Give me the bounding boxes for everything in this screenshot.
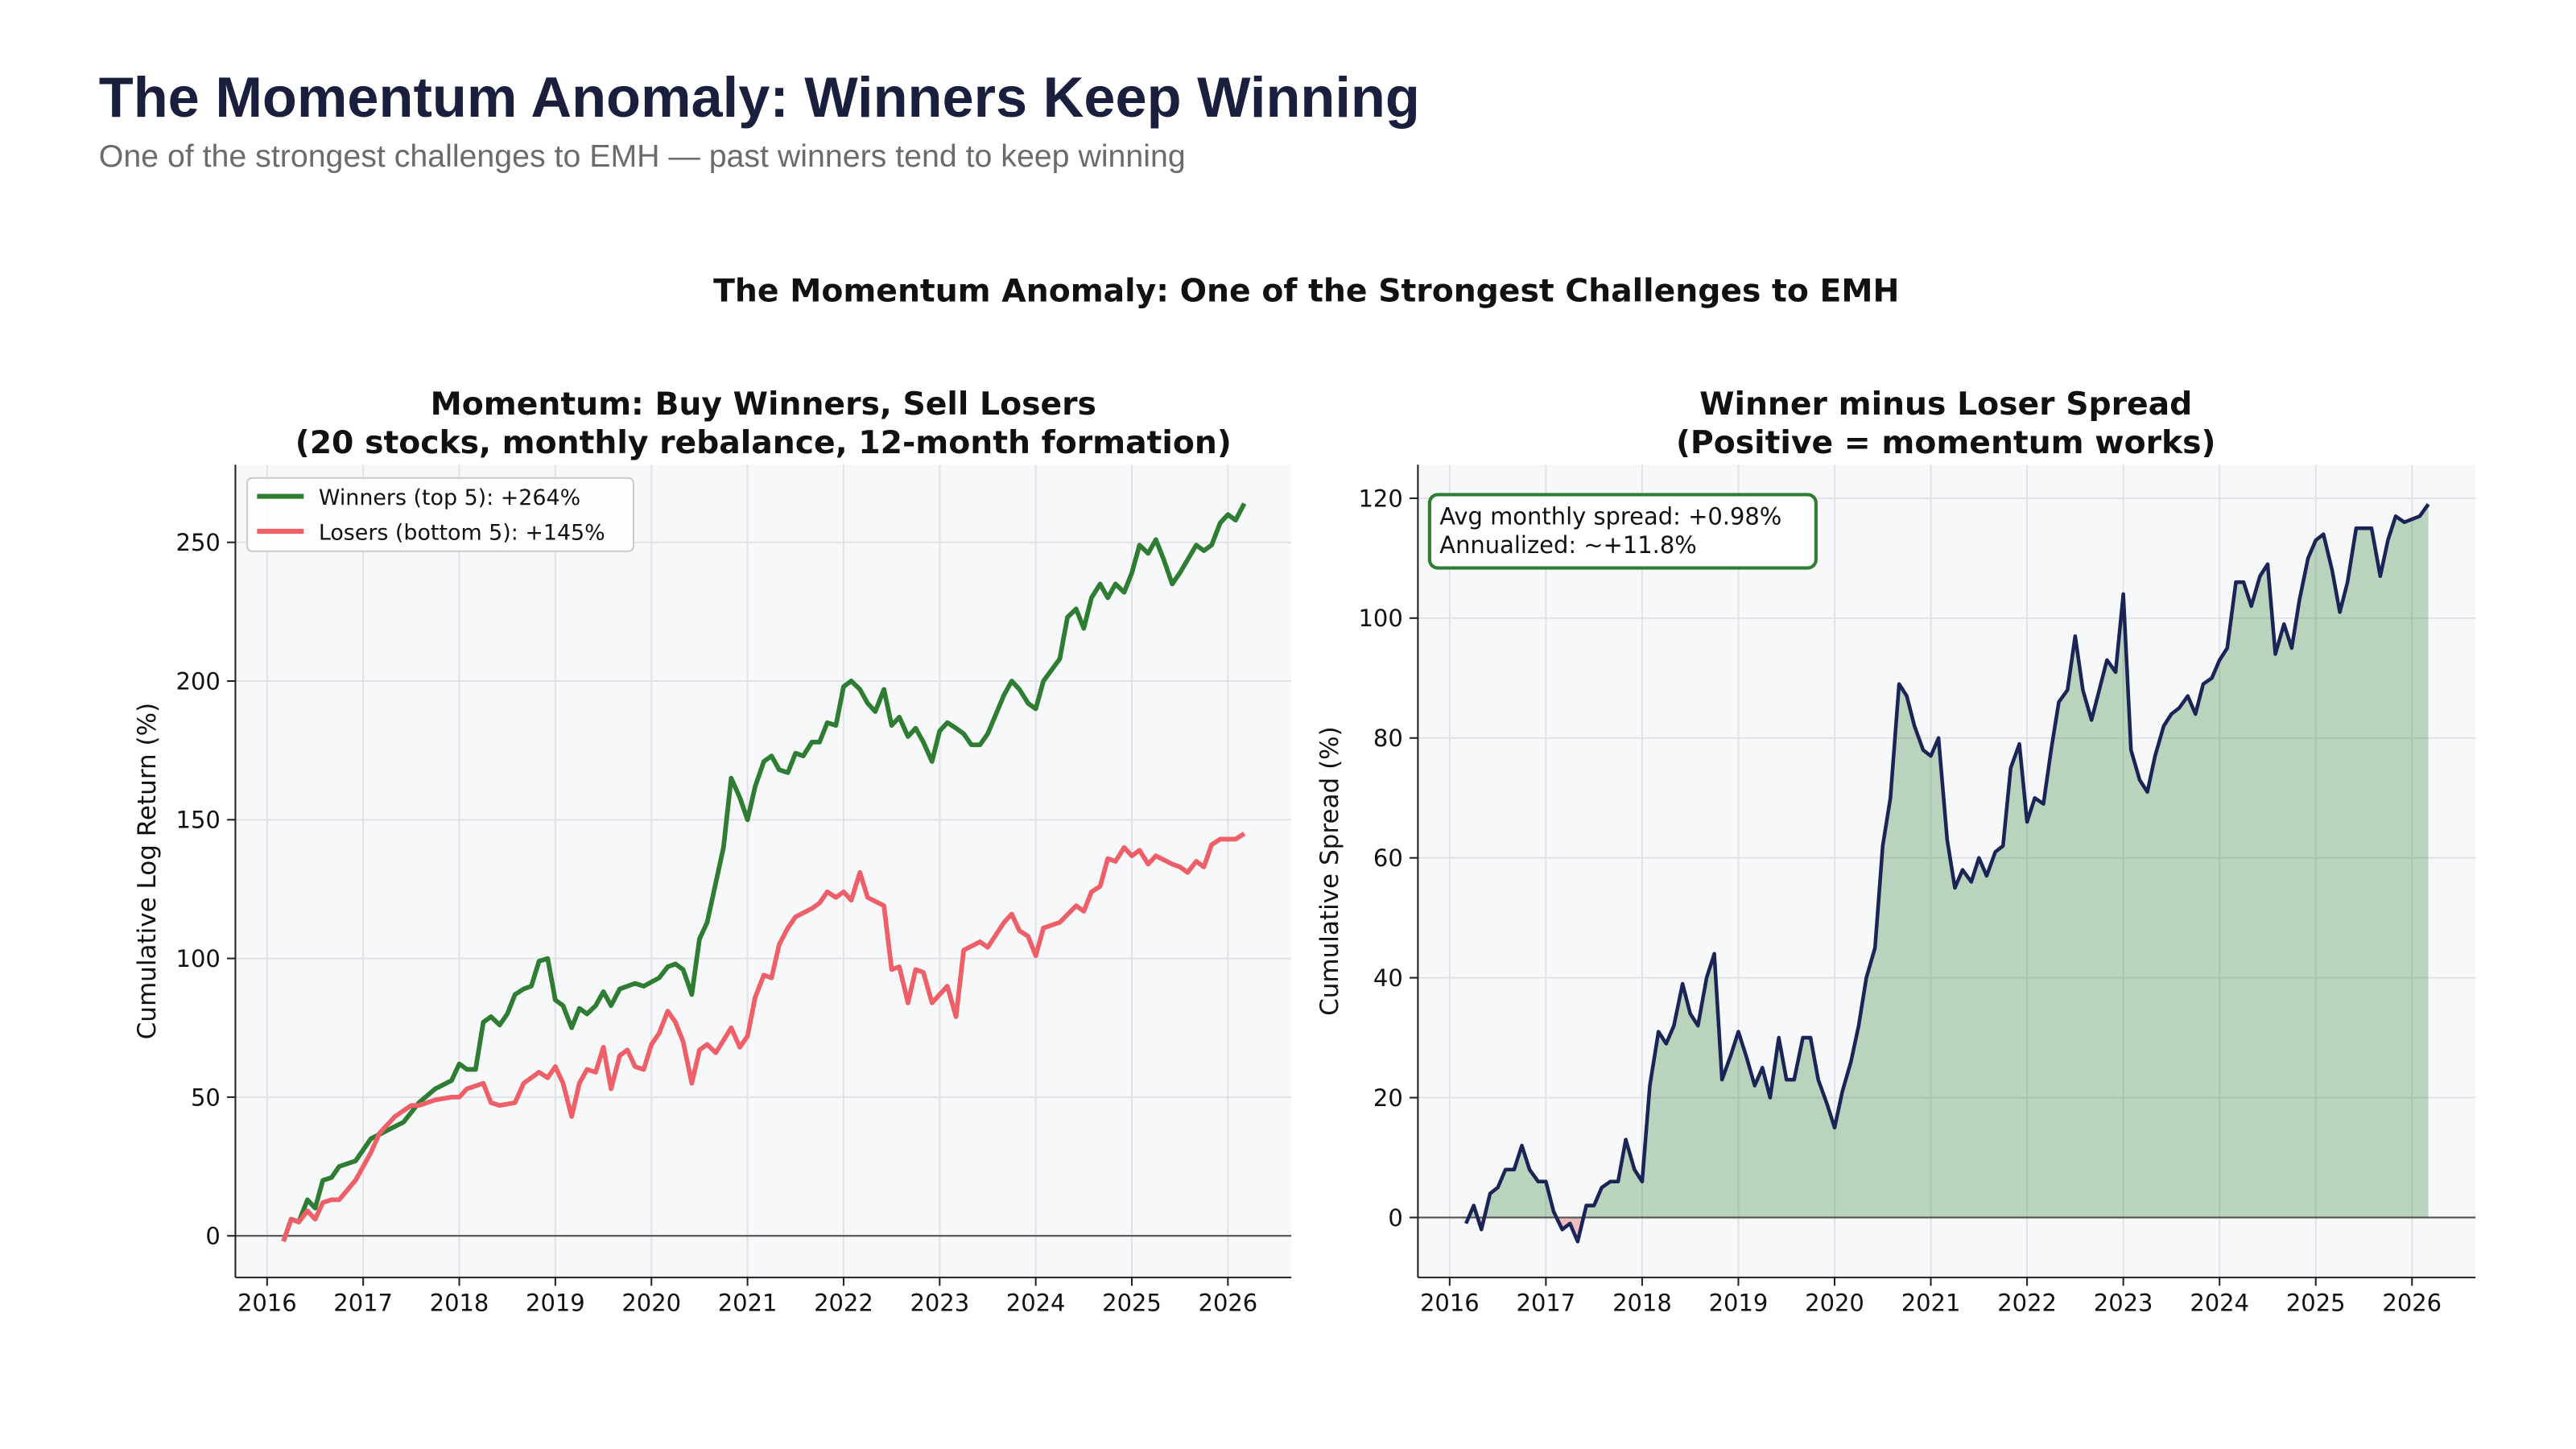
x-tick-label: 2019 xyxy=(1709,1289,1769,1316)
page-title: The Momentum Anomaly: Winners Keep Winni… xyxy=(99,65,1420,129)
y-tick-label: 0 xyxy=(1388,1204,1402,1232)
data-line xyxy=(281,502,1247,1243)
figure-title: The Momentum Anomaly: One of the Stronge… xyxy=(713,273,1899,309)
y-tick-label: 0 xyxy=(205,1223,220,1250)
data-line xyxy=(1464,503,2430,1244)
chart-title: Momentum: Buy Winners, Sell Losers xyxy=(431,386,1096,423)
y-tick-label: 60 xyxy=(1373,844,1403,872)
x-tick-label: 2020 xyxy=(1805,1289,1864,1316)
x-tick-label: 2016 xyxy=(237,1289,297,1316)
x-tick-label: 2022 xyxy=(814,1289,873,1316)
x-tick-label: 2024 xyxy=(2190,1289,2249,1316)
x-tick-label: 2017 xyxy=(333,1289,393,1316)
x-tick-label: 2026 xyxy=(1199,1289,1258,1316)
x-tick-label: 2021 xyxy=(1901,1289,1961,1316)
x-tick-label: 2016 xyxy=(1420,1289,1480,1316)
x-tick-label: 2025 xyxy=(1102,1289,1162,1316)
annotation-box xyxy=(1427,493,1818,570)
y-tick-label: 50 xyxy=(191,1084,221,1111)
y-axis-label: Cumulative Spread (%) xyxy=(1315,726,1344,1016)
legend-label: Winners (top 5): +264% xyxy=(319,485,580,510)
y-axis-label: Cumulative Log Return (%) xyxy=(133,703,162,1040)
x-tick-label: 2024 xyxy=(1006,1289,1066,1316)
area-positive xyxy=(1468,504,2429,1218)
page-subtitle: One of the strongest challenges to EMH —… xyxy=(99,138,1186,174)
y-tick-label: 200 xyxy=(176,667,221,695)
x-tick-label: 2018 xyxy=(430,1289,489,1316)
x-tick-label: 2022 xyxy=(1997,1289,2057,1316)
x-tick-label: 2020 xyxy=(621,1289,681,1316)
x-tick-label: 2023 xyxy=(910,1289,969,1316)
x-tick-label: 2021 xyxy=(718,1289,778,1316)
annotation-text: Annualized: ~+11.8% xyxy=(1439,531,1697,559)
y-tick-label: 250 xyxy=(176,529,221,556)
x-tick-label: 2023 xyxy=(2094,1289,2153,1316)
y-tick-label: 120 xyxy=(1358,485,1402,512)
y-tick-label: 100 xyxy=(176,945,221,972)
chart-title: (20 stocks, monthly rebalance, 12-month … xyxy=(295,425,1232,461)
x-tick-label: 2019 xyxy=(526,1289,585,1316)
chart-title: (Positive = momentum works) xyxy=(1676,425,2216,461)
data-line xyxy=(281,832,1246,1243)
y-tick-label: 20 xyxy=(1373,1084,1403,1112)
annotation-text: Avg monthly spread: +0.98% xyxy=(1439,503,1781,530)
chart: Winner minus Loser Spread(Positive = mom… xyxy=(1315,386,2476,1316)
y-tick-label: 150 xyxy=(176,807,221,834)
x-tick-label: 2017 xyxy=(1517,1289,1576,1316)
legend-label: Losers (bottom 5): +145% xyxy=(319,520,605,545)
chart: Momentum: Buy Winners, Sell Losers(20 st… xyxy=(133,386,1292,1316)
legend-box xyxy=(246,477,634,552)
x-tick-label: 2025 xyxy=(2286,1289,2346,1316)
y-tick-label: 40 xyxy=(1373,964,1403,992)
y-tick-label: 100 xyxy=(1358,605,1402,632)
chart-title: Winner minus Loser Spread xyxy=(1699,386,2192,423)
plot-area xyxy=(235,464,1292,1278)
y-tick-label: 80 xyxy=(1373,724,1403,752)
x-tick-label: 2018 xyxy=(1612,1289,1672,1316)
area-negative xyxy=(1466,1217,2429,1242)
x-tick-label: 2026 xyxy=(2382,1289,2442,1316)
